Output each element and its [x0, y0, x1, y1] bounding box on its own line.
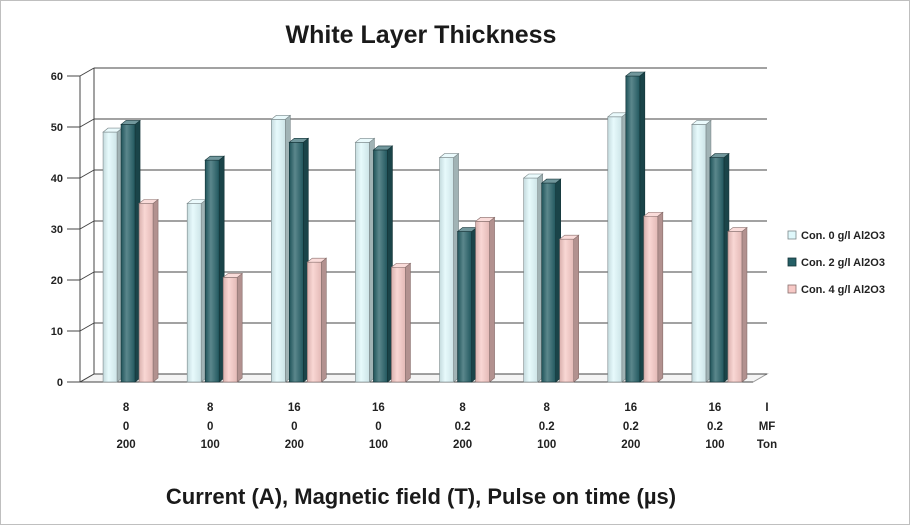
bar [624, 71, 646, 383]
legend-item: Con. 0 g/l Al2O3 [787, 230, 885, 242]
y-axis-ticks: 0 10 20 30 40 50 60 [51, 71, 80, 389]
legend-label: Con. 0 g/l Al2O3 [801, 230, 885, 242]
gridline-side [79, 271, 95, 281]
plot-area [78, 67, 769, 383]
category-label: 8 [459, 402, 466, 414]
legend-label: Con. 4 g/l Al2O3 [801, 284, 885, 296]
category-label: 0.2 [623, 421, 639, 433]
category-label: 0.2 [539, 421, 555, 433]
legend-swatch [787, 284, 797, 294]
category-label: 100 [537, 439, 556, 451]
legend-swatch [787, 230, 797, 240]
bar [438, 152, 460, 383]
bar [390, 262, 412, 383]
category-label: 16 [624, 402, 637, 414]
y-tick-label: 10 [51, 326, 63, 338]
legend-swatch [787, 257, 797, 267]
bar [372, 145, 394, 383]
category-label: 200 [621, 439, 640, 451]
category-label: 0 [207, 421, 213, 433]
category-label: 0.2 [707, 421, 723, 433]
chart-title: White Layer Thickness [286, 21, 557, 49]
bar [186, 198, 208, 383]
category-label: 8 [543, 402, 550, 414]
legend-item: Con. 2 g/l Al2O3 [787, 257, 885, 269]
bar [222, 272, 244, 383]
category-label: 8 [207, 402, 214, 414]
y-tick-label: 40 [51, 173, 63, 185]
bar [522, 173, 544, 383]
category-row-name: MF [759, 421, 776, 433]
category-label: 0 [123, 421, 129, 433]
gridline-side [79, 67, 95, 77]
bar [456, 226, 478, 383]
bar [558, 234, 580, 383]
gridline-side [79, 118, 95, 128]
bar [709, 152, 730, 383]
category-label: 0 [291, 421, 297, 433]
category-label: 0.2 [455, 421, 471, 433]
category-label: 200 [285, 439, 304, 451]
category-label: 8 [123, 402, 130, 414]
legend-label: Con. 2 g/l Al2O3 [801, 257, 885, 269]
category-label: 16 [288, 402, 301, 414]
y-tick-label: 30 [51, 224, 63, 236]
bar [354, 137, 376, 383]
gridline-side [79, 322, 95, 332]
category-label: 16 [372, 402, 385, 414]
bar [642, 211, 664, 383]
bar [120, 119, 141, 383]
category-row-name: I [765, 402, 768, 414]
bar [540, 178, 562, 383]
category-label: 16 [709, 402, 722, 414]
y-tick-label: 20 [51, 275, 63, 287]
bar [288, 137, 310, 383]
bar [606, 112, 628, 383]
category-label: 100 [705, 439, 724, 451]
bar [306, 257, 328, 383]
category-label: 0 [375, 421, 381, 433]
category-row-name: Ton [757, 439, 777, 451]
bar [270, 114, 292, 383]
bar [727, 226, 748, 383]
bar [138, 198, 159, 383]
bar [691, 119, 712, 383]
y-tick-label: 60 [51, 71, 63, 83]
y-tick-label: 50 [51, 122, 63, 134]
chart-floor [78, 373, 769, 383]
x-axis-label: Current (A), Magnetic field (T), Pulse o… [166, 484, 676, 509]
legend: Con. 0 g/l Al2O3 Con. 2 g/l Al2O3 Con. 4 g… [787, 230, 885, 296]
gridline-side [79, 220, 95, 230]
y-tick-label: 0 [57, 377, 63, 389]
gridline-side [79, 373, 95, 383]
bar [204, 155, 226, 383]
x-axis-categories: 8 8 16 16 8 8 16 16 I 0 0 0 0 0.2 0.2 0.2 0.2 MF 200 100 200… [116, 402, 777, 451]
bar [102, 127, 123, 383]
gridline-side [79, 169, 95, 179]
category-label: 200 [116, 439, 135, 451]
bars [102, 71, 748, 383]
category-label: 200 [453, 439, 472, 451]
legend-item: Con. 4 g/l Al2O3 [787, 284, 885, 296]
category-label: 100 [201, 439, 220, 451]
category-label: 100 [369, 439, 388, 451]
bar [474, 216, 496, 383]
